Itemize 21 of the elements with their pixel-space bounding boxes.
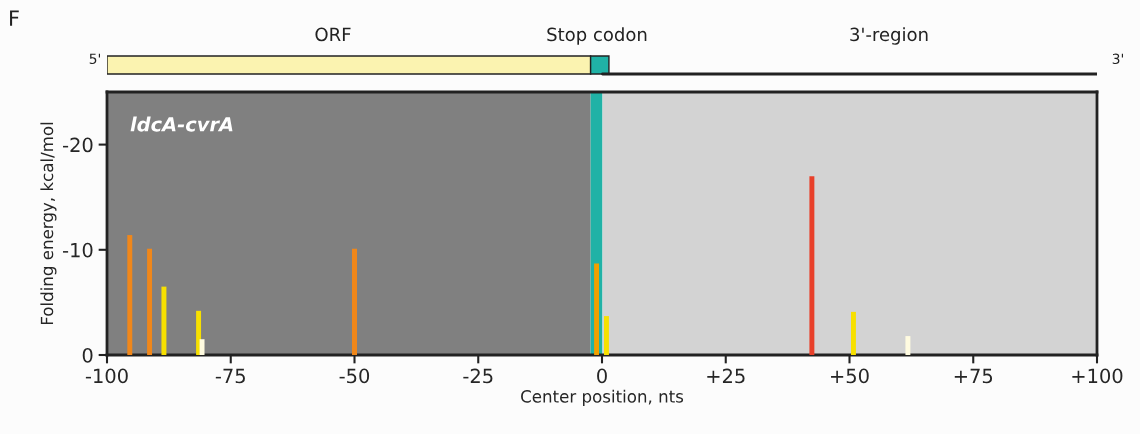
y-axis-title: Folding energy, kcal/mol bbox=[40, 122, 57, 325]
x-tick-label: +25 bbox=[707, 368, 745, 384]
x-tick-label: +100 bbox=[1072, 368, 1123, 384]
x-tick-label: -75 bbox=[215, 368, 245, 384]
x-tick-label: -25 bbox=[463, 368, 493, 384]
text: 3' bbox=[1112, 53, 1123, 65]
text: 3'-region bbox=[850, 27, 928, 45]
y-tick-label: -10 bbox=[63, 242, 93, 258]
text: Stop codon bbox=[547, 27, 647, 45]
x-tick-label: -50 bbox=[339, 368, 370, 384]
y-tick-label: 0 bbox=[82, 347, 93, 363]
x-tick-label: +75 bbox=[954, 368, 993, 384]
annotation: ldcA-cvrA bbox=[130, 116, 233, 132]
x-tick-label: +50 bbox=[831, 368, 869, 384]
y-tick-label: -20 bbox=[63, 137, 93, 153]
text: 5' bbox=[89, 53, 100, 65]
x-axis-title: Center position, nts bbox=[521, 389, 684, 406]
x-tick-label: -100 bbox=[85, 368, 128, 384]
text: F bbox=[10, 10, 19, 26]
x-tick-label: 0 bbox=[597, 368, 607, 384]
text: ORF bbox=[315, 27, 351, 42]
